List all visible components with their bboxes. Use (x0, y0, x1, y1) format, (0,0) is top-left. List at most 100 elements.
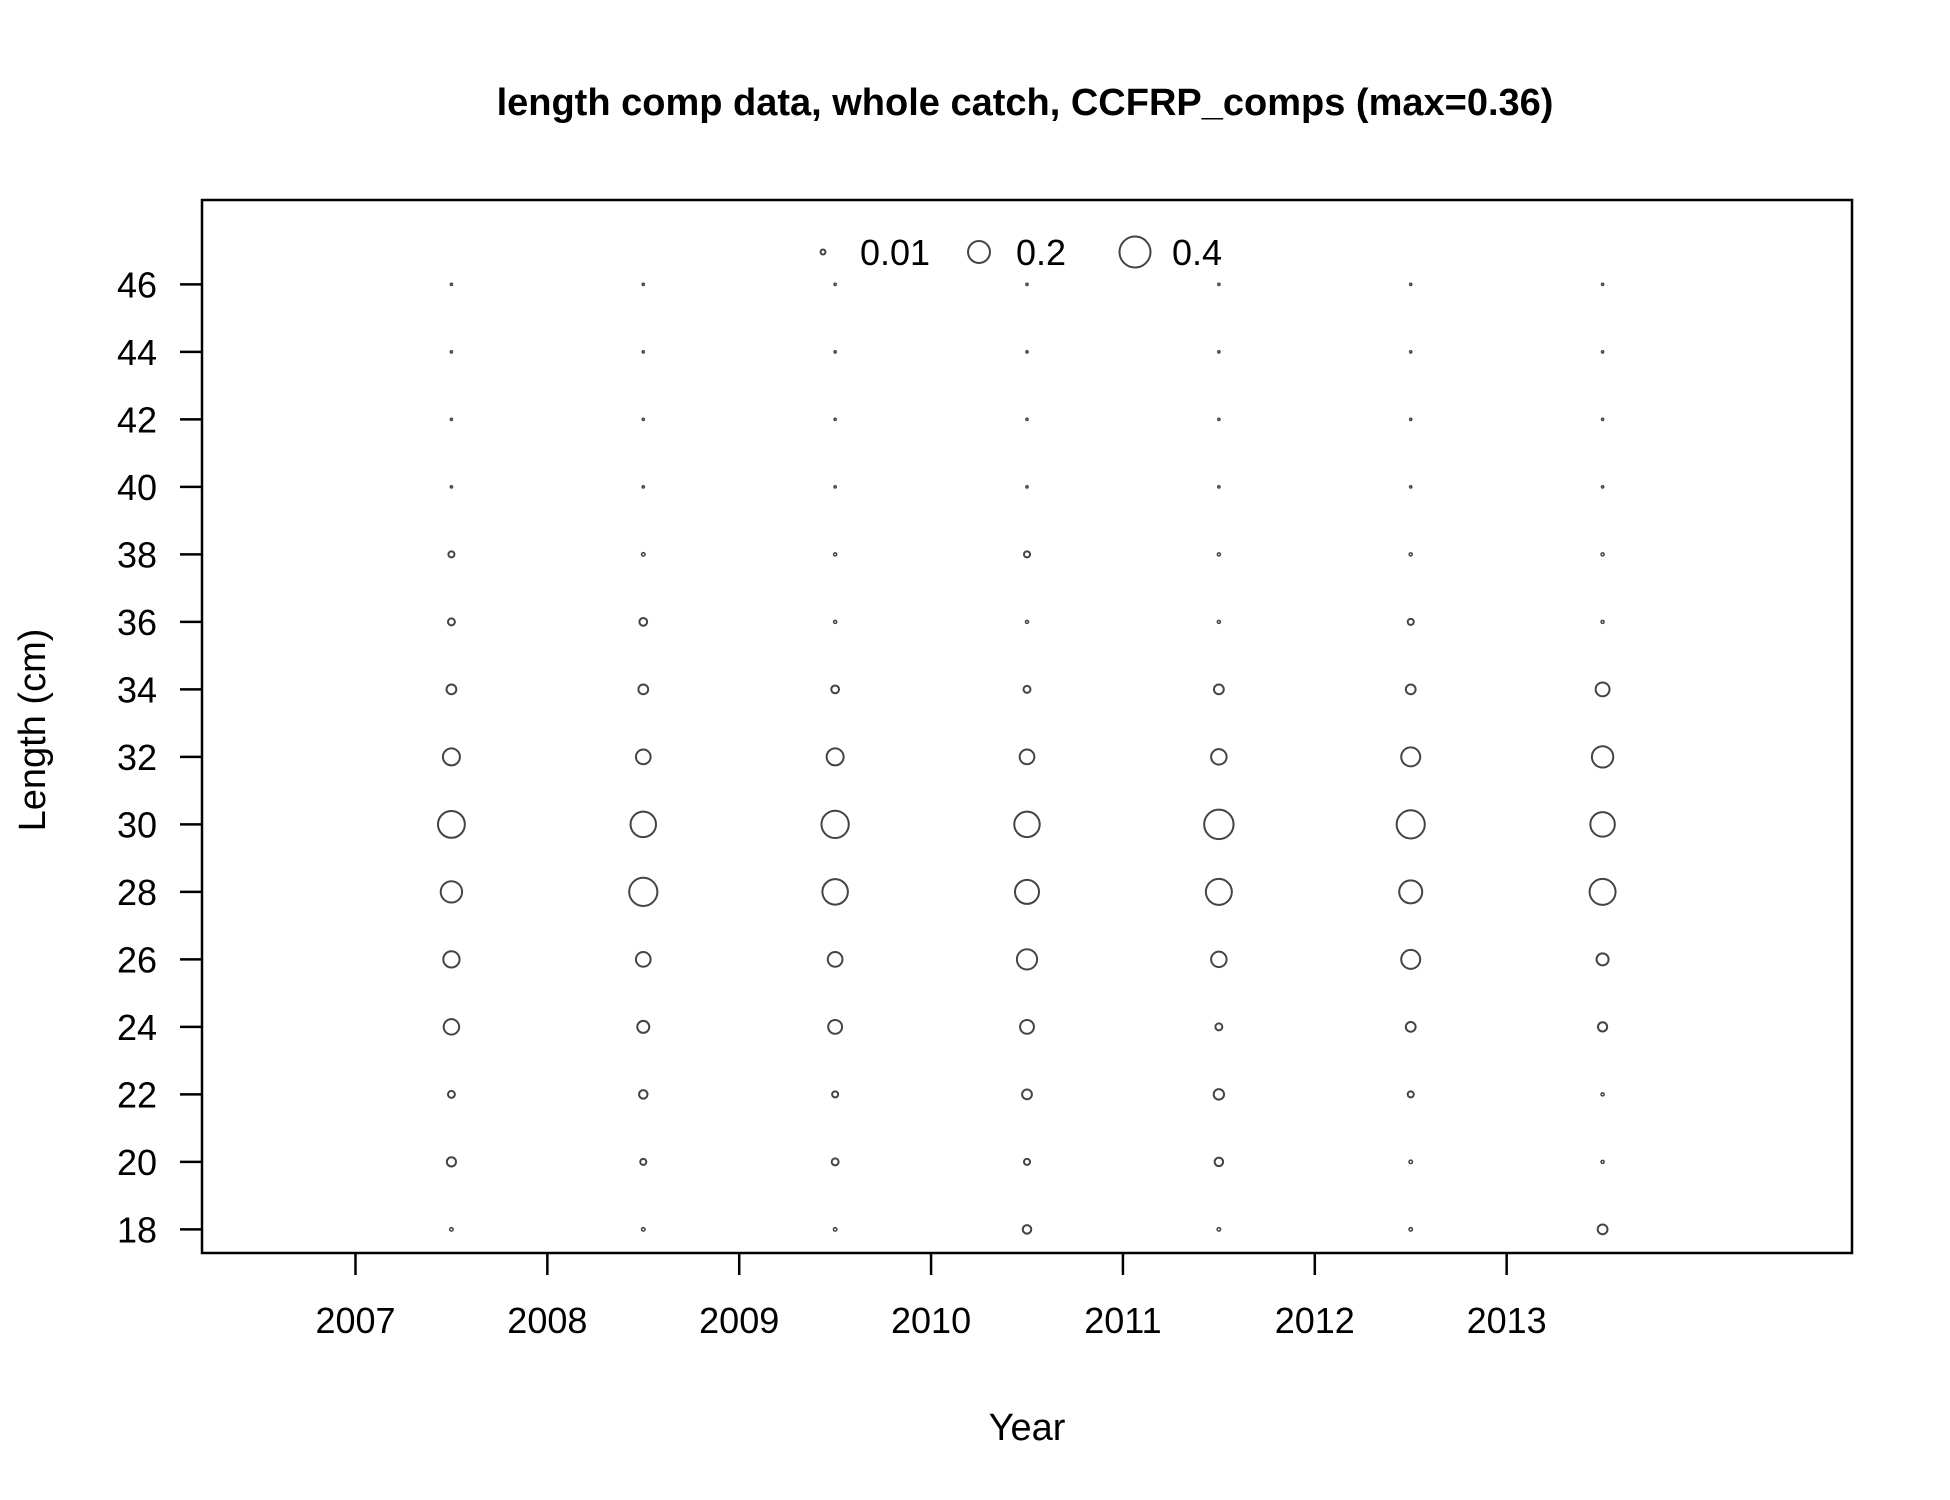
y-tick-label: 40 (117, 467, 157, 508)
bubble-point (1212, 1088, 1226, 1101)
x-tick-label: 2012 (1275, 1300, 1355, 1341)
bubble-point (1013, 810, 1041, 839)
x-axis: 2007 2008 2009 2010 2011 2012 2013 (315, 1253, 1547, 1341)
bubble-point (1212, 683, 1225, 696)
bubble-point (1408, 282, 1413, 287)
bubble-point (447, 550, 456, 559)
bubble-point (628, 876, 659, 907)
bubble-point (1600, 350, 1605, 354)
bubble-point (1015, 948, 1039, 971)
bubble-point (1594, 681, 1611, 698)
bubble-point (1025, 350, 1029, 354)
bubble-point (1216, 552, 1222, 557)
bubble-point (638, 1089, 649, 1100)
bubble-point (446, 1089, 456, 1099)
plot-frame (200, 198, 1854, 1255)
bubble-point (1408, 350, 1413, 354)
y-tick-label: 32 (117, 737, 157, 778)
y-tick-label: 42 (117, 399, 157, 440)
x-tick-label: 2007 (315, 1300, 395, 1341)
bubble-point (1210, 950, 1228, 969)
bubble-point (1214, 1022, 1224, 1032)
bubble-point (637, 683, 650, 696)
y-tick-label: 38 (117, 534, 157, 575)
y-tick-label: 44 (117, 332, 157, 373)
x-tick-label: 2008 (507, 1300, 587, 1341)
x-tick-label: 2013 (1467, 1300, 1547, 1341)
bubble-point (833, 350, 837, 354)
bubble-point (1204, 877, 1233, 906)
legend: 0.01 0.2 0.4 (819, 232, 1222, 273)
bubble-point (1203, 808, 1235, 841)
bubble-point (442, 950, 461, 969)
y-tick-label: 34 (117, 669, 157, 710)
bubble-point (641, 282, 646, 287)
bubble-point (1398, 879, 1424, 905)
y-tick-label: 30 (117, 804, 157, 845)
bubble-point (639, 1157, 648, 1166)
bubble-point (1213, 1156, 1225, 1168)
bubble-point (1596, 1223, 1609, 1236)
bubble-point (448, 1226, 454, 1232)
bubble-point (1600, 1159, 1605, 1165)
bubble-point (1588, 877, 1617, 906)
legend-label: 0.4 (1172, 232, 1222, 273)
bubble-point (634, 748, 652, 766)
bubble-point (445, 683, 458, 696)
bubble-point (1595, 952, 1610, 967)
legend-bubble (819, 248, 827, 256)
bubble-point (1408, 417, 1413, 422)
y-axis: 18 20 22 24 26 28 30 32 34 36 38 40 42 44 46 (117, 264, 202, 1250)
bubble-point (1019, 1018, 1035, 1035)
legend-label: 0.2 (1016, 232, 1066, 273)
bubble-point (833, 282, 837, 287)
bubble-point (1025, 417, 1029, 422)
bubble-point (1589, 811, 1616, 838)
bubble-point (1600, 1092, 1605, 1097)
bubble-point (1210, 748, 1228, 766)
bubble-point (1021, 1088, 1033, 1101)
bubble-point (1408, 485, 1413, 489)
bubble-point (833, 417, 837, 422)
bubble-point (831, 1090, 840, 1099)
bubble-point (1022, 550, 1032, 559)
bubble-point (833, 485, 837, 489)
bubble-point (638, 617, 649, 627)
bubble-point (1600, 485, 1605, 489)
legend-label: 0.01 (860, 232, 930, 273)
bubble-point (439, 880, 464, 904)
y-tick-label: 26 (117, 939, 157, 980)
bubble-point (1600, 619, 1605, 625)
y-tick-label: 36 (117, 602, 157, 643)
bubble-point (1600, 282, 1605, 287)
bubble-point (1596, 1021, 1609, 1033)
y-tick-label: 20 (117, 1142, 157, 1183)
bubble-point (1400, 746, 1422, 768)
bubble-point (641, 350, 646, 354)
legend-bubble (967, 240, 991, 264)
bubble-point (1400, 948, 1422, 970)
bubble-point (436, 809, 466, 839)
bubble-point (1216, 1226, 1222, 1232)
y-tick-label: 24 (117, 1007, 157, 1048)
bubble-point (629, 810, 658, 839)
bubble-point (1022, 684, 1032, 694)
bubble-point (1217, 350, 1221, 354)
bubble-point (636, 1019, 651, 1034)
chart-title: length comp data, whole catch, CCFRP_com… (497, 82, 1554, 124)
x-axis-label: Year (989, 1407, 1066, 1449)
bubble-point (1217, 485, 1221, 489)
bubble-point (1021, 1224, 1033, 1235)
bubble-point (820, 809, 850, 840)
bubble-point (830, 1157, 840, 1167)
y-axis-label: Length (cm) (12, 629, 54, 832)
bubble-point (1406, 1090, 1415, 1099)
bubble-point (640, 551, 646, 557)
bubble-point (1408, 552, 1414, 557)
bubble-point (1217, 417, 1221, 422)
bubble-point (442, 1018, 461, 1036)
bubble-point (641, 417, 646, 422)
bubble-point (1590, 745, 1615, 769)
y-tick-label: 22 (117, 1074, 157, 1115)
x-tick-label: 2011 (1084, 1300, 1161, 1341)
